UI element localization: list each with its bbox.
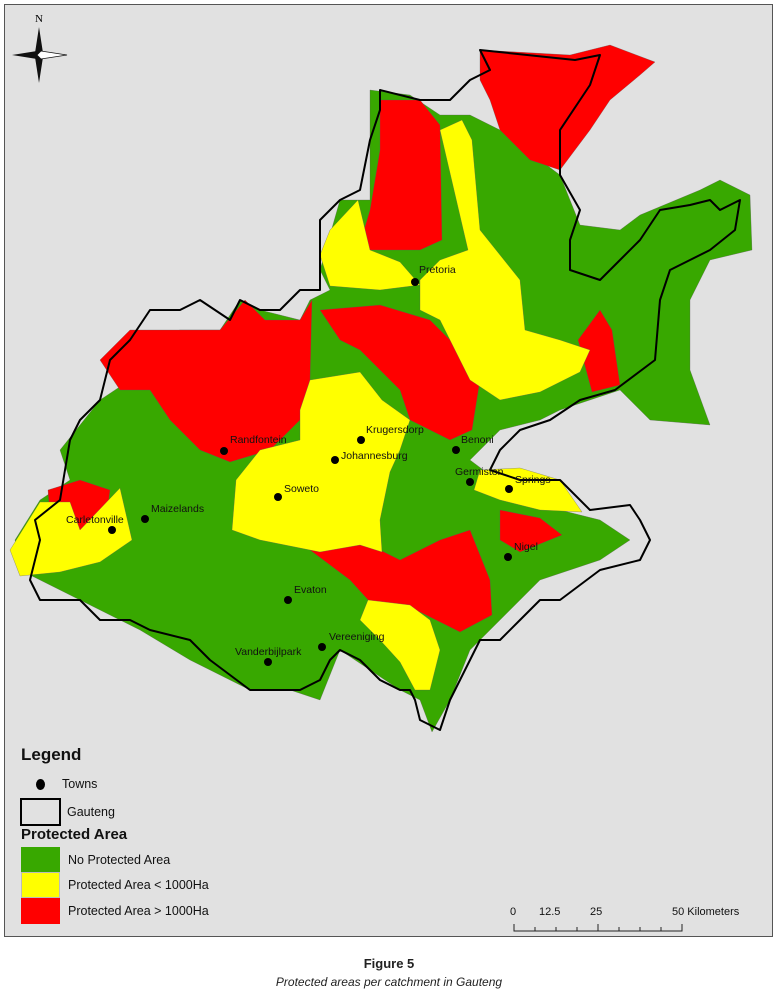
catchment-small-pretoria-west [319,199,421,291]
legend-label: Gauteng [67,805,115,819]
catchment-small-north [419,119,591,401]
town-label: Evaton [294,584,327,596]
town-evaton: Evaton [284,584,327,604]
town-dot-icon [505,485,513,493]
town-dot-icon [411,278,419,286]
catchment-large-north-center [357,99,443,251]
town-dot-icon [452,446,460,454]
town-germiston: Germiston [455,466,504,486]
compass-east-point [36,50,68,60]
town-dot-icon [357,436,365,444]
legend-item-no-protected: No Protected Area [21,847,170,873]
legend-label: Towns [62,777,98,791]
legend-item-protected-small: Protected Area < 1000Ha [21,872,209,898]
town-label: Maizelands [151,503,204,515]
town-dot-icon [220,447,228,455]
town-dot-icon [108,526,116,534]
figure-title: Figure 5 [363,956,415,971]
scale-label: 0 [510,906,517,918]
town-label: Carletonville [66,514,124,526]
north-arrow: N [12,13,68,83]
legend-item-protected-large: Protected Area > 1000Ha [21,898,209,924]
catchment-small-vereeniging [359,599,441,691]
catchment-large-central [319,304,481,441]
legend-label: Protected Area > 1000Ha [68,904,209,918]
town-maizelands: Maizelands [141,503,204,523]
town-label: Soweto [284,483,319,495]
compass-west-point [12,51,41,59]
town-carletonville: Carletonville [66,514,124,534]
town-dot-icon [36,778,45,790]
figure-caption: Protected areas per catchment in Gauteng [275,975,503,989]
legend-label: No Protected Area [68,853,171,867]
town-dot-icon [284,596,292,604]
compass-south-point [35,53,43,83]
gauteng-swatch [20,798,61,826]
catchments [9,44,753,733]
town-label: Nigel [514,541,538,553]
yellow-swatch [21,872,60,898]
catchment-small-west [9,487,133,577]
town-label: Germiston [455,466,504,478]
town-nigel: Nigel [504,541,538,561]
towns: Pretoria Krugersdorp Johannesburg Benoni… [66,264,551,666]
town-label: Vanderbijlpark [235,646,302,658]
legend-item-gauteng: Gauteng [20,798,115,826]
town-krugersdorp: Krugersdorp [357,424,424,444]
gauteng-boundary [29,49,741,731]
scale-label: 12.5 [539,906,561,918]
town-dot-icon [466,478,474,486]
legend-subtitle: Protected Area [21,826,128,843]
catchment-small-central [231,371,411,553]
town-benoni: Benoni [452,434,494,454]
legend-title: Legend [21,745,82,764]
scale-label: 50 Kilometers [672,906,740,918]
town-label: Pretoria [419,264,456,276]
town-label: Krugersdorp [366,424,424,436]
catchment-large-nigel [499,509,563,553]
town-pretoria: Pretoria [411,264,456,286]
north-label: N [35,13,43,25]
town-dot-icon [504,553,512,561]
legend-label: Protected Area < 1000Ha [68,878,209,892]
town-label: Benoni [461,434,494,446]
town-dot-icon [141,515,149,523]
scale-bar [513,924,683,932]
town-randfontein: Randfontein [220,434,287,455]
town-soweto: Soweto [274,483,319,501]
town-vanderbijlpark: Vanderbijlpark [235,646,302,666]
town-dot-icon [318,643,326,651]
green-swatch [21,847,60,873]
town-vereeniging: Vereeniging [318,631,385,651]
town-johannesburg: Johannesburg [331,450,408,464]
catchment-large-south [309,529,493,633]
town-springs: Springs [505,474,551,493]
compass-rose-icon [35,27,43,57]
red-swatch [21,898,60,924]
town-label: Johannesburg [341,450,408,462]
town-label: Springs [515,474,551,486]
town-label: Vereeniging [329,631,385,643]
town-dot-icon [331,456,339,464]
catchment-large-north [479,44,656,171]
scale-label: 25 [590,906,603,918]
catchment-large-east [577,309,621,393]
town-dot-icon [264,658,272,666]
town-dot-icon [274,493,282,501]
town-label: Randfontein [230,434,287,446]
legend-item-towns: Towns [21,777,97,791]
